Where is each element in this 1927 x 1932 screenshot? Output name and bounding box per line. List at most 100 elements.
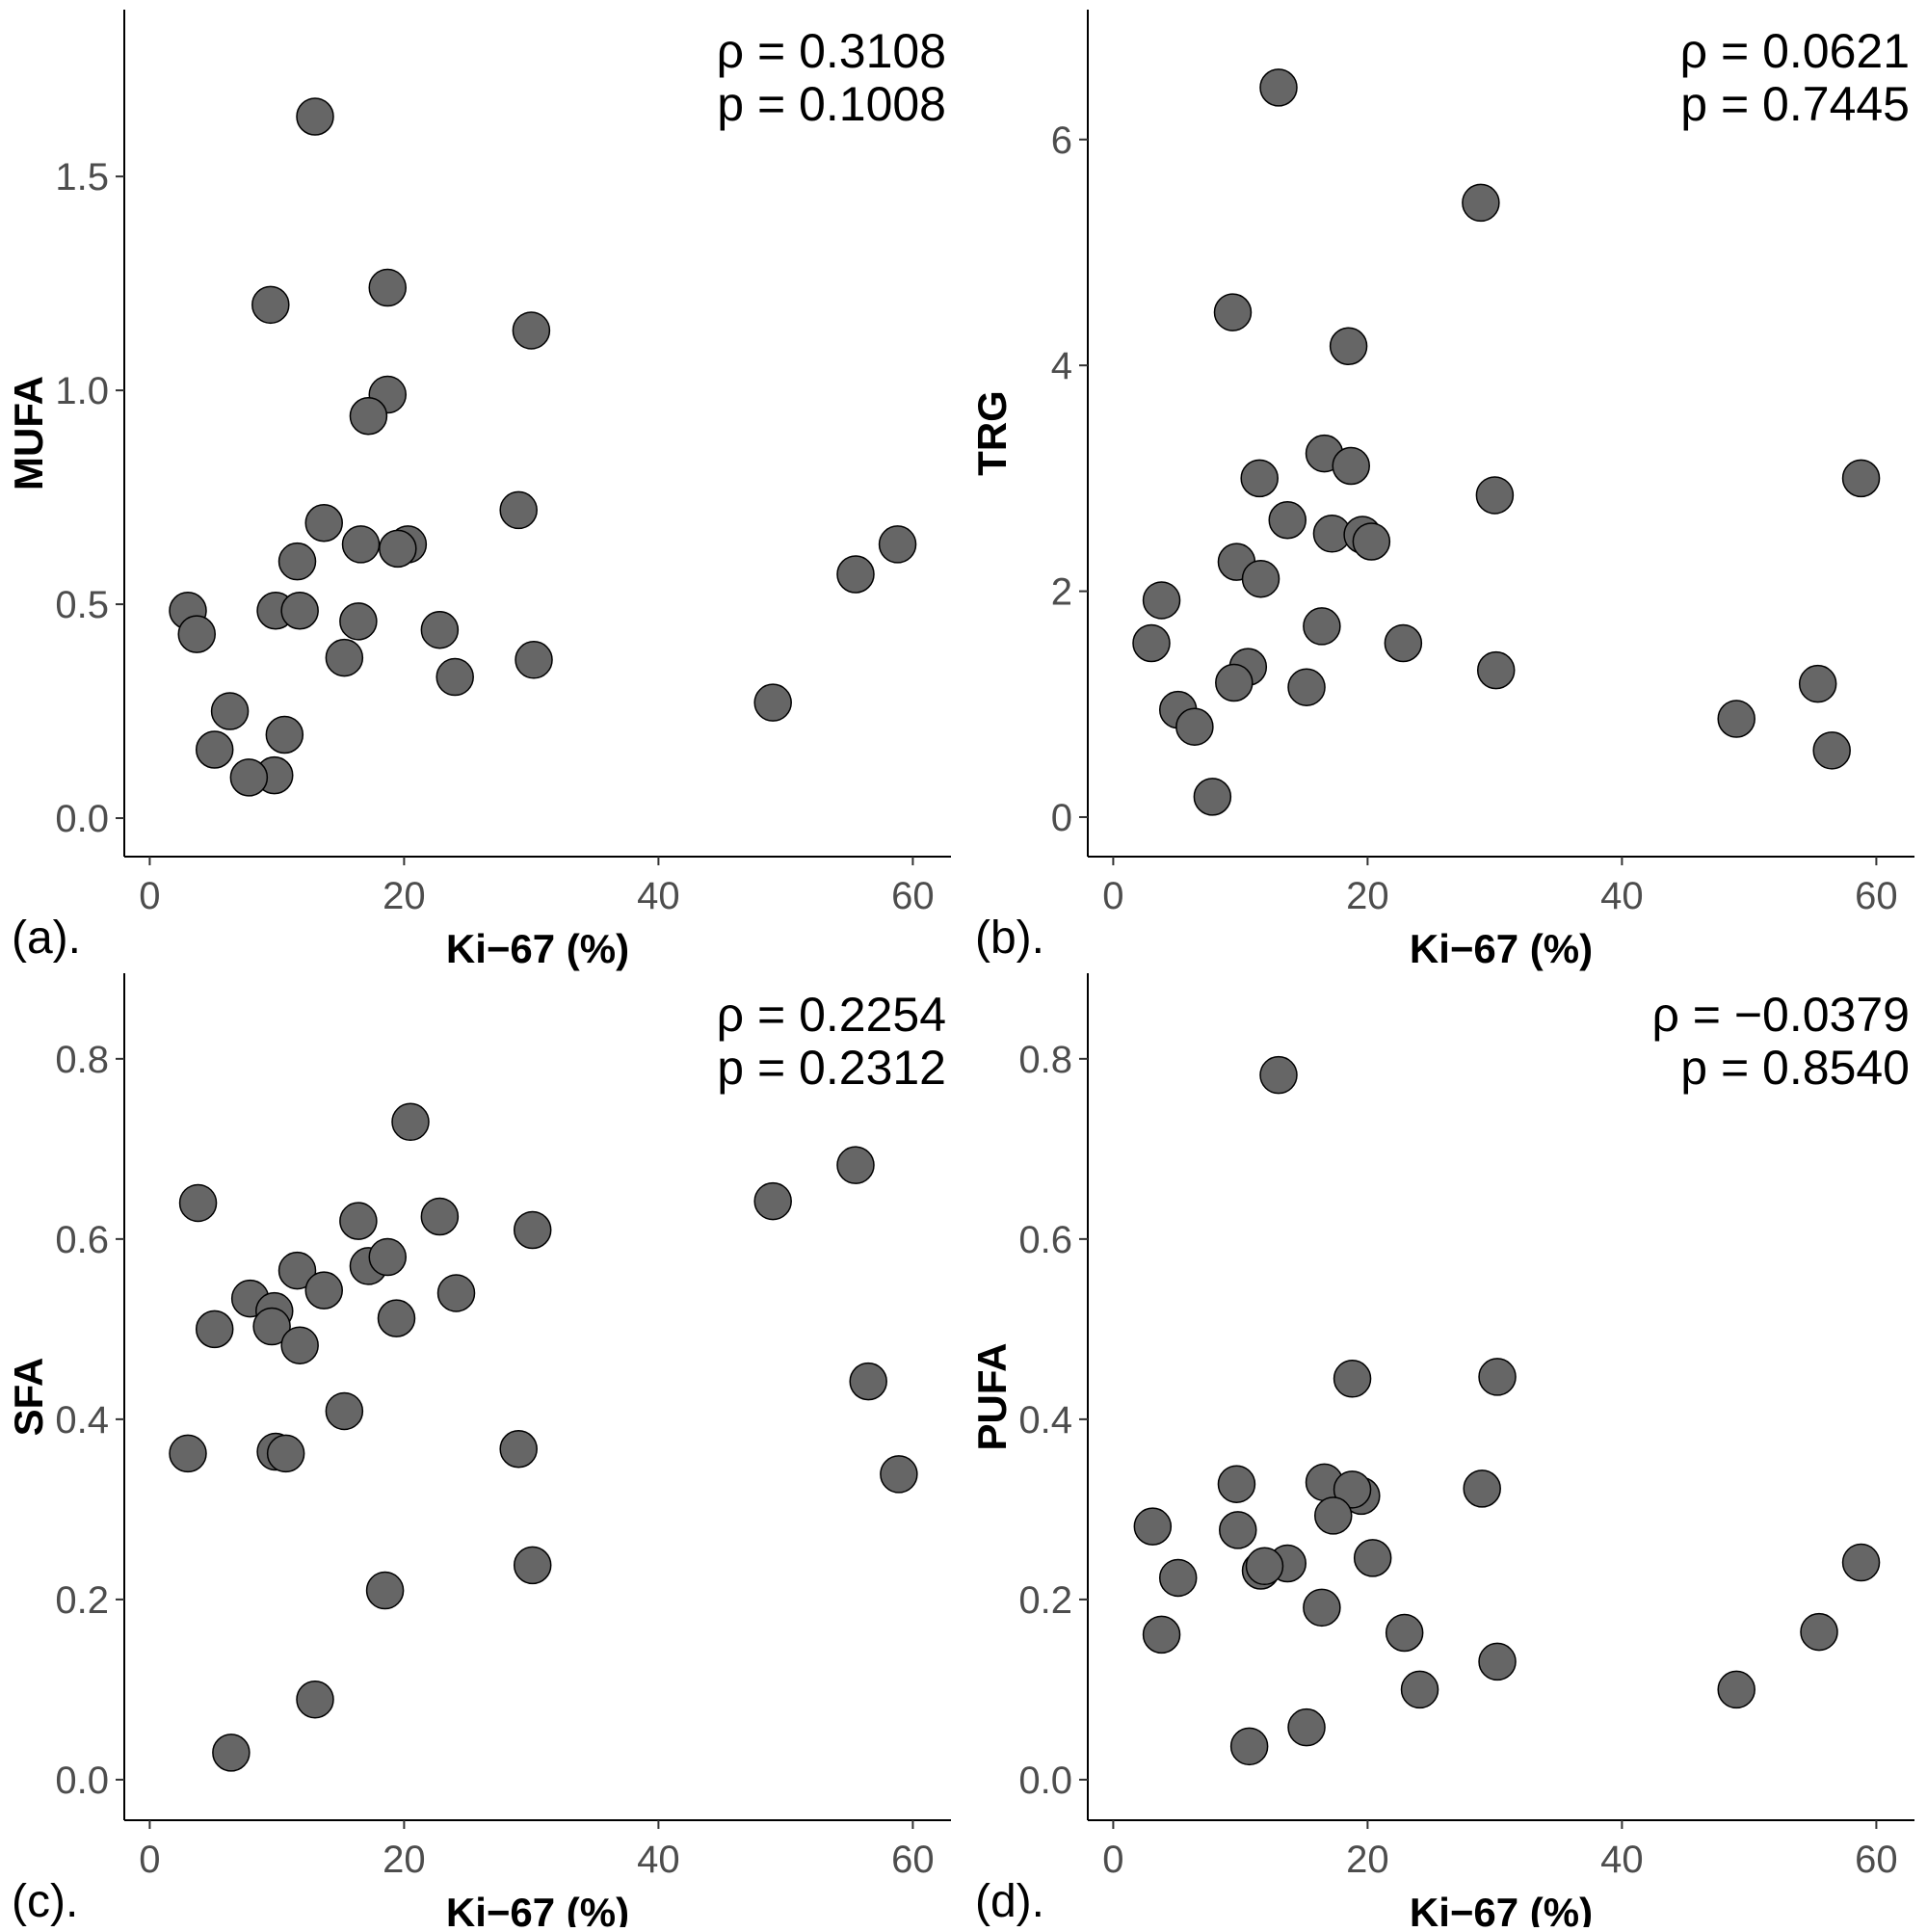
p-value-annotation: p = 0.8540 [1680,1041,1910,1095]
data-point [1476,650,1516,690]
y-tick-label: 1.5 [55,156,109,198]
data-point [296,1680,334,1719]
y-tick-label: 0.0 [1018,1760,1072,1802]
data-point [1841,1543,1881,1582]
data-point [265,715,304,754]
data-point [304,503,343,543]
data-point [1287,1707,1326,1747]
data-point [1245,1547,1284,1586]
x-axis-title: Ki−67 (%) [446,1890,629,1927]
data-point [420,610,460,649]
data-point [1400,1670,1439,1709]
x-tick-label: 20 [383,1839,426,1881]
data-point [1800,1612,1838,1652]
x-tick-label: 0 [1102,1839,1123,1881]
data-point [210,692,250,730]
data-point [1475,476,1515,515]
y-tick-label: 0.6 [55,1219,109,1261]
data-point [880,1455,918,1494]
y-tick-label: 2 [1051,571,1072,614]
data-point [368,268,407,307]
y-tick-label: 0.4 [1018,1399,1072,1442]
data-point [1329,327,1368,366]
data-point [1332,446,1370,486]
data-point [195,1310,234,1349]
data-point [296,97,334,136]
y-tick-label: 0.2 [55,1579,109,1622]
data-point [339,1202,378,1240]
data-point [1462,183,1500,223]
data-point [177,615,216,653]
data-point [1175,707,1214,746]
p-value-annotation: p = 0.2312 [717,1041,946,1095]
data-point [512,311,551,350]
data-point [1259,1055,1298,1095]
y-tick-label: 1.0 [55,370,109,412]
data-point [365,1571,405,1610]
data-point [1213,293,1253,331]
data-point [420,1197,460,1236]
panel-label: (c). [12,1876,78,1927]
x-tick-label: 60 [891,1839,935,1881]
y-tick-label: 0.8 [55,1039,109,1081]
x-tick-label: 60 [891,875,935,917]
data-point [377,1299,416,1337]
data-point [229,758,269,797]
panel-c: 0 20 40 60 0.0 0.2 0.4 0.6 0.8 Ki−67 (%) SFA (c). ρ … [6,973,951,1932]
panel-label: (a). [12,913,81,964]
data-point [1241,559,1280,598]
data-point [1229,1727,1269,1766]
x-tick-label: 0 [139,875,160,917]
panel-label: (d). [975,1876,1044,1927]
data-point [1219,1511,1257,1549]
data-point [499,1429,538,1469]
data-point [1384,623,1423,663]
data-point [1717,700,1755,738]
y-tick-label: 0.8 [1018,1039,1072,1081]
data-point [1352,522,1391,561]
data-point [1132,623,1171,663]
data-point [178,1183,218,1223]
data-point [1463,1469,1501,1508]
x-tick-label: 0 [139,1839,160,1881]
x-axis-title: Ki−67 (%) [1410,1890,1593,1927]
y-axis-title: PUFA [969,1342,1015,1450]
y-tick-label: 0 [1051,797,1072,839]
y-axis-title: MUFA [6,376,51,490]
data-point [1142,581,1181,620]
y-axis-title: SFA [6,1358,51,1437]
data-point [1717,1670,1755,1709]
x-tick-label: 40 [637,875,680,917]
data-point [1215,663,1254,702]
x-tick-label: 60 [1855,1839,1898,1881]
x-tick-label: 60 [1855,875,1898,917]
data-point [252,1307,291,1346]
data-point [1268,500,1307,540]
data-point [1259,68,1298,107]
data-point [368,1237,407,1277]
rho-annotation: ρ = 0.2254 [717,988,946,1042]
x-axis-title: Ki−67 (%) [446,926,629,971]
x-tick-label: 40 [1600,875,1644,917]
x-tick-label: 20 [1346,1839,1389,1881]
y-tick-label: 6 [1051,119,1072,162]
data-point [1303,1588,1341,1628]
y-tick-label: 0.0 [55,798,109,840]
data-point [1193,778,1232,816]
rho-annotation: ρ = −0.0379 [1651,988,1910,1042]
p-value-annotation: p = 0.7445 [1680,77,1910,131]
y-tick-label: 0.5 [55,584,109,626]
data-point [836,555,875,594]
y-tick-label: 0.4 [55,1399,109,1442]
x-tick-label: 20 [1346,875,1389,917]
data-point [836,1146,875,1184]
data-point [878,525,917,564]
data-point [1158,1558,1198,1598]
data-point [513,1546,552,1585]
data-point [436,1274,476,1312]
x-axis-title: Ki−67 (%) [1410,926,1593,971]
data-point [212,1734,251,1772]
data-point [1333,1360,1372,1398]
data-point [513,1210,552,1250]
